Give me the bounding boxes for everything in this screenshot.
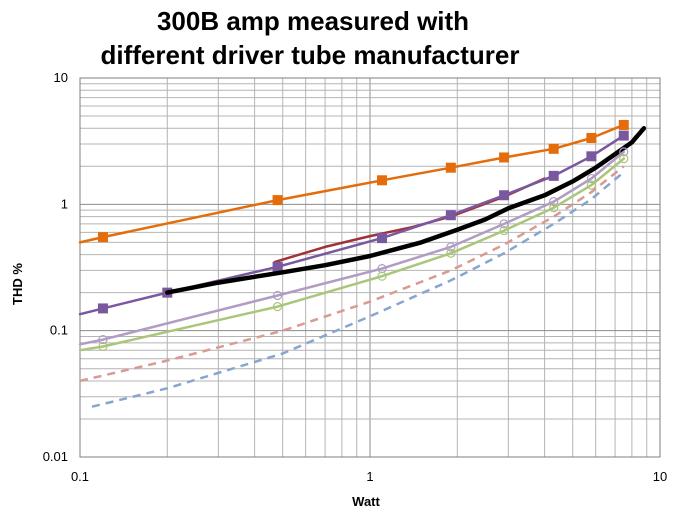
data-point (377, 271, 387, 281)
x-tick-label: 1 (366, 469, 373, 484)
y-tick-label: 10 (54, 70, 68, 85)
data-point (97, 303, 108, 314)
data-point (618, 130, 629, 141)
data-point (98, 334, 108, 345)
series-7 (79, 165, 625, 383)
data-point (272, 302, 283, 312)
data-point (619, 147, 629, 157)
data-point (549, 197, 559, 207)
data-point (549, 203, 559, 213)
series-line (91, 171, 625, 408)
series-line (78, 150, 626, 346)
series-line (78, 134, 626, 316)
chart-title-line-2: different driver tube manufacturer (101, 40, 520, 70)
data-point (586, 173, 596, 184)
data-point (446, 248, 456, 258)
series-3 (78, 130, 629, 316)
data-point (548, 170, 559, 181)
data-point (499, 219, 509, 229)
series-line (79, 165, 625, 383)
data-point (98, 341, 108, 352)
data-point (586, 151, 597, 162)
series-8 (91, 171, 625, 408)
y-tick-label: 0.1 (50, 323, 68, 338)
data-point (377, 233, 388, 244)
data-point (445, 162, 456, 173)
y-tick-label: 0.01 (43, 449, 68, 464)
x-tick-label: 0.1 (71, 469, 89, 484)
data-point (619, 154, 629, 164)
data-point (97, 232, 108, 243)
series-group (78, 119, 647, 408)
data-point (272, 261, 283, 272)
grid (79, 77, 661, 458)
data-point (445, 210, 456, 221)
data-point (548, 143, 559, 154)
x-axis-label: Watt (352, 494, 380, 509)
data-point (272, 290, 283, 301)
series-line (165, 126, 647, 295)
data-point (499, 225, 509, 236)
chart-title-line-1: 300B amp measured with (157, 6, 469, 36)
data-point (499, 152, 510, 163)
data-point (586, 180, 596, 190)
data-point (446, 242, 456, 252)
series-6 (78, 154, 629, 352)
plot-border (79, 77, 661, 458)
series-line (78, 157, 626, 352)
data-point (499, 190, 510, 201)
series-5 (78, 147, 629, 346)
y-tick-label: 1 (61, 196, 68, 211)
series-4 (165, 126, 647, 295)
data-point (586, 133, 597, 144)
data-point (377, 175, 388, 186)
x-tick-label: 10 (653, 469, 667, 484)
data-point (272, 195, 283, 206)
series-1 (78, 119, 629, 244)
y-axis-label: THD % (10, 263, 25, 305)
data-point (618, 119, 629, 130)
